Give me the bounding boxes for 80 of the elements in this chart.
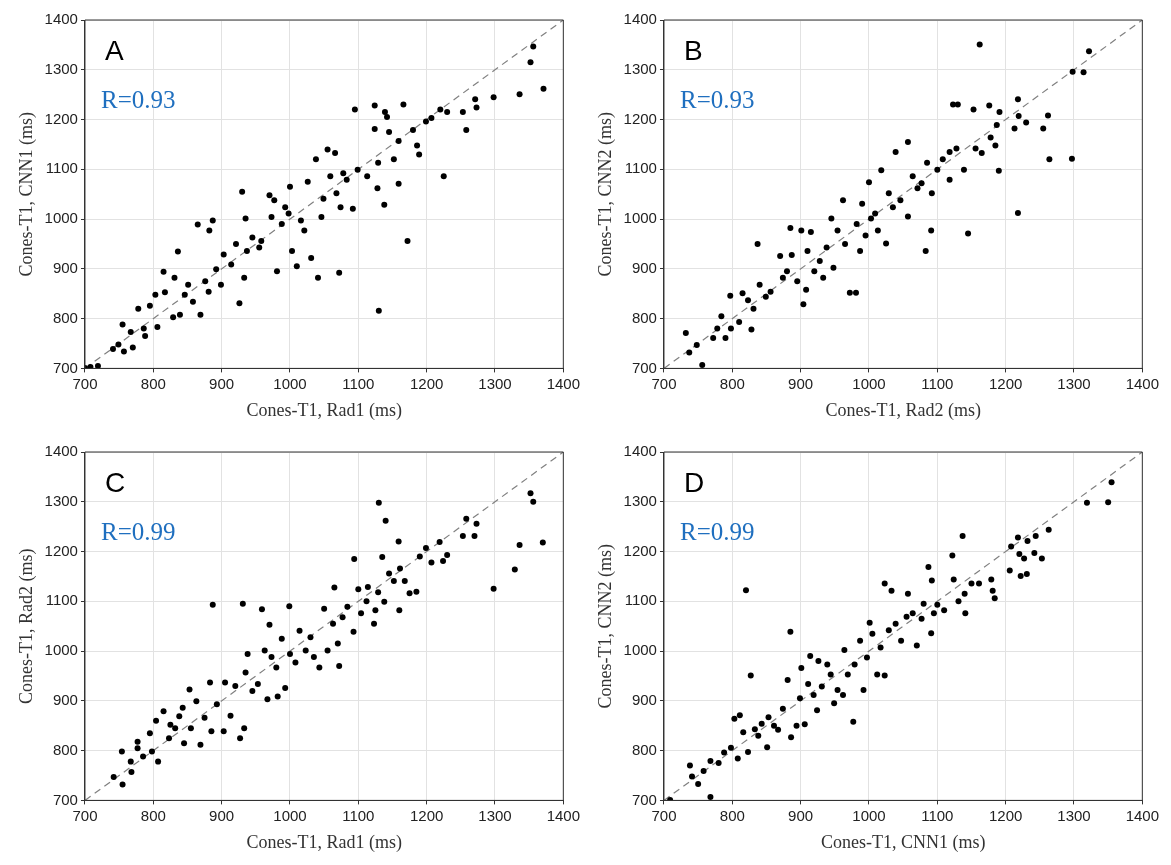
y-tick-label: 1100 — [624, 591, 657, 609]
x-tick-label: 800 — [140, 806, 166, 824]
annotation: C — [104, 467, 126, 498]
x-tick-label: 1400 — [546, 806, 580, 824]
x-tick-label: 1400 — [1125, 806, 1159, 824]
x-tick-label: 1300 — [1057, 806, 1091, 824]
y-tick-label: 1100 — [45, 159, 78, 177]
x-tick-label: 1200 — [409, 374, 444, 392]
y-axis-title: Cones-T1, Rad2 (ms) — [15, 548, 37, 704]
y-tick-label: 800 — [52, 740, 78, 758]
y-tick-label: 800 — [52, 308, 78, 326]
x-tick-label: 800 — [140, 374, 166, 392]
y-tick-label: 1100 — [45, 591, 78, 609]
x-tick-label: 1200 — [988, 374, 1023, 392]
annotation: B — [683, 35, 703, 66]
y-tick-label: 1000 — [44, 641, 78, 659]
y-tick-label: 700 — [52, 358, 78, 376]
x-tick-label: 1300 — [1057, 374, 1091, 392]
y-tick-label: 700 — [631, 790, 657, 808]
annotation: R=0.99 — [679, 518, 755, 545]
x-tick-label: 1000 — [852, 374, 886, 392]
x-tick-label: 1100 — [921, 806, 954, 824]
x-axis-title: Cones-T1, CNN1 (ms) — [820, 831, 986, 853]
x-tick-label: 700 — [651, 806, 677, 824]
annotation: A — [104, 35, 124, 66]
y-tick-label: 1300 — [623, 491, 657, 509]
x-tick-label: 1200 — [409, 806, 444, 824]
y-tick-label: 900 — [631, 259, 657, 276]
y-tick-label: 800 — [631, 740, 657, 758]
x-tick-label: 1000 — [273, 374, 307, 392]
x-tick-label: 900 — [788, 806, 814, 824]
x-tick-label: 900 — [209, 806, 235, 824]
y-tick-label: 700 — [631, 358, 657, 376]
y-tick-label: 1400 — [44, 10, 78, 28]
annotation: R=0.99 — [100, 518, 176, 545]
x-axis-title: Cones-T1, Rad1 (ms) — [246, 831, 402, 853]
x-tick-label: 800 — [719, 374, 745, 392]
x-tick-label: 800 — [719, 806, 745, 824]
x-tick-label: 1100 — [342, 374, 375, 392]
y-tick-label: 900 — [52, 259, 78, 276]
y-tick-label: 700 — [52, 790, 78, 808]
x-tick-label: 1300 — [478, 374, 512, 392]
y-tick-label: 1300 — [44, 491, 78, 509]
y-tick-label: 1200 — [44, 109, 78, 127]
x-tick-label: 700 — [72, 374, 98, 392]
y-tick-label: 1200 — [623, 541, 657, 559]
y-axis-title: Cones-T1, CNN1 (ms) — [15, 111, 37, 277]
y-tick-label: 1200 — [44, 541, 78, 559]
x-tick-label: 900 — [788, 374, 814, 392]
x-tick-label: 700 — [651, 374, 677, 392]
x-tick-label: 1000 — [273, 806, 307, 824]
y-tick-label: 1400 — [623, 10, 657, 28]
y-tick-label: 1100 — [624, 159, 657, 177]
annotation: R=0.93 — [100, 86, 176, 113]
x-tick-label: 1100 — [921, 374, 954, 392]
y-axis-title: Cones-T1, CNN2 (ms) — [594, 111, 616, 277]
x-tick-label: 1000 — [852, 806, 886, 824]
x-tick-label: 900 — [209, 374, 235, 392]
x-axis-title: Cones-T1, Rad1 (ms) — [246, 399, 402, 421]
annotation: D — [683, 467, 705, 498]
y-tick-label: 1000 — [44, 209, 78, 227]
y-tick-label: 1400 — [44, 442, 78, 460]
y-tick-label: 1400 — [623, 442, 657, 460]
y-tick-label: 1300 — [623, 59, 657, 77]
x-tick-label: 1300 — [478, 806, 512, 824]
y-tick-label: 1200 — [623, 109, 657, 127]
y-axis-title: Cones-T1, CNN2 (ms) — [594, 543, 616, 709]
x-axis-title: Cones-T1, Rad2 (ms) — [825, 399, 981, 421]
annotation: R=0.93 — [679, 86, 755, 113]
y-tick-label: 900 — [631, 691, 657, 708]
x-tick-label: 1400 — [546, 374, 580, 392]
x-tick-label: 700 — [72, 806, 98, 824]
x-tick-label: 1200 — [988, 806, 1023, 824]
y-tick-label: 1000 — [623, 641, 657, 659]
y-tick-label: 800 — [631, 308, 657, 326]
x-tick-label: 1400 — [1125, 374, 1159, 392]
x-tick-label: 1100 — [342, 806, 375, 824]
y-tick-label: 900 — [52, 691, 78, 708]
y-tick-label: 1000 — [623, 209, 657, 227]
y-tick-label: 1300 — [44, 59, 78, 77]
